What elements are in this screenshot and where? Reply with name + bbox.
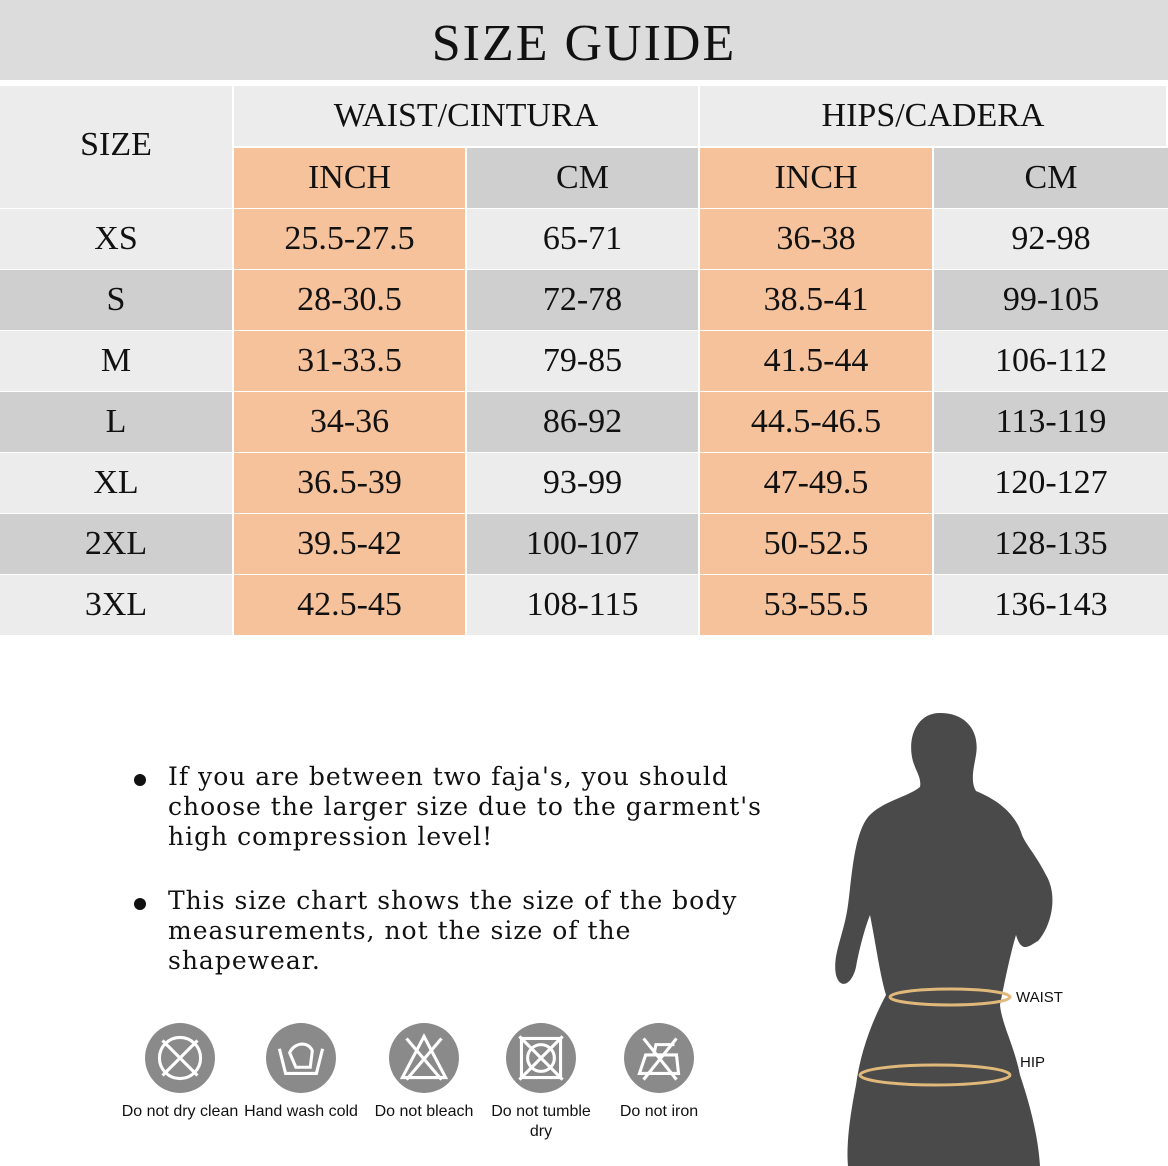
body-silhouette: WAIST HIP — [835, 713, 1063, 1166]
size-label: XL — [0, 453, 232, 513]
measurement-cell: 53-55.5 — [700, 575, 932, 635]
measurement-cell: 72-78 — [467, 270, 698, 330]
bullet-icon — [134, 774, 146, 786]
care-instruction: Do not dry clean — [120, 1022, 240, 1122]
note-1: If you are between two faja's, you shoul… — [134, 762, 794, 852]
size-label: 2XL — [0, 514, 232, 574]
measurement-cell: 99-105 — [934, 270, 1168, 330]
measurement-cell: 136-143 — [934, 575, 1168, 635]
measurement-cell: 108-115 — [467, 575, 698, 635]
waist-header: WAIST/CINTURA — [234, 86, 698, 146]
care-instruction: Do not bleach — [364, 1022, 484, 1122]
do-not-tumble-dry-icon — [506, 1023, 576, 1093]
measurement-cell: 36.5-39 — [234, 453, 465, 513]
size-label: XS — [0, 209, 232, 269]
care-label: Do not tumble dry — [491, 1103, 591, 1140]
unit-header: INCH — [700, 148, 932, 208]
care-label: Do not iron — [619, 1103, 699, 1120]
size-label: S — [0, 270, 232, 330]
measurement-cell: 31-33.5 — [234, 331, 465, 391]
size-label: 3XL — [0, 575, 232, 635]
measurement-cell: 42.5-45 — [234, 575, 465, 635]
care-label: Hand wash cold — [244, 1103, 358, 1120]
unit-header: CM — [467, 148, 698, 208]
hand-wash-cold-icon — [266, 1023, 336, 1093]
measurement-cell: 25.5-27.5 — [234, 209, 465, 269]
size-label: L — [0, 392, 232, 452]
measurement-cell: 39.5-42 — [234, 514, 465, 574]
measurement-cell: 44.5-46.5 — [700, 392, 932, 452]
measurement-cell: 120-127 — [934, 453, 1168, 513]
unit-header: INCH — [234, 148, 465, 208]
care-label: Do not dry clean — [121, 1103, 239, 1120]
measurement-cell: 92-98 — [934, 209, 1168, 269]
do-not-dry-clean-icon — [145, 1023, 215, 1093]
care-label: Do not bleach — [374, 1103, 474, 1120]
measurement-cell: 100-107 — [467, 514, 698, 574]
note-2: This size chart shows the size of the bo… — [134, 886, 774, 976]
measurement-cell: 38.5-41 — [700, 270, 932, 330]
measurement-cell: 34-36 — [234, 392, 465, 452]
hips-header: HIPS/CADERA — [700, 86, 1166, 146]
page-title: SIZE GUIDE — [0, 0, 1168, 80]
waist-label: WAIST — [1016, 989, 1063, 1006]
measurement-cell: 113-119 — [934, 392, 1168, 452]
bullet-icon — [134, 898, 146, 910]
hip-label: HIP — [1020, 1054, 1045, 1071]
size-header: SIZE — [0, 86, 232, 208]
measurement-cell: 106-112 — [934, 331, 1168, 391]
do-not-bleach-icon — [389, 1023, 459, 1093]
care-instruction: Do not tumble dry — [481, 1022, 601, 1142]
unit-header: CM — [934, 148, 1168, 208]
measurement-cell: 47-49.5 — [700, 453, 932, 513]
do-not-iron-icon — [624, 1023, 694, 1093]
measurement-cell: 93-99 — [467, 453, 698, 513]
measurement-cell: 86-92 — [467, 392, 698, 452]
care-instruction: Hand wash cold — [241, 1022, 361, 1122]
measurement-cell: 41.5-44 — [700, 331, 932, 391]
measurement-cell: 79-85 — [467, 331, 698, 391]
measurement-cell: 28-30.5 — [234, 270, 465, 330]
measurement-cell: 36-38 — [700, 209, 932, 269]
measurement-cell: 65-71 — [467, 209, 698, 269]
size-label: M — [0, 331, 232, 391]
care-instruction: Do not iron — [599, 1022, 719, 1122]
measurement-cell: 50-52.5 — [700, 514, 932, 574]
measurement-cell: 128-135 — [934, 514, 1168, 574]
